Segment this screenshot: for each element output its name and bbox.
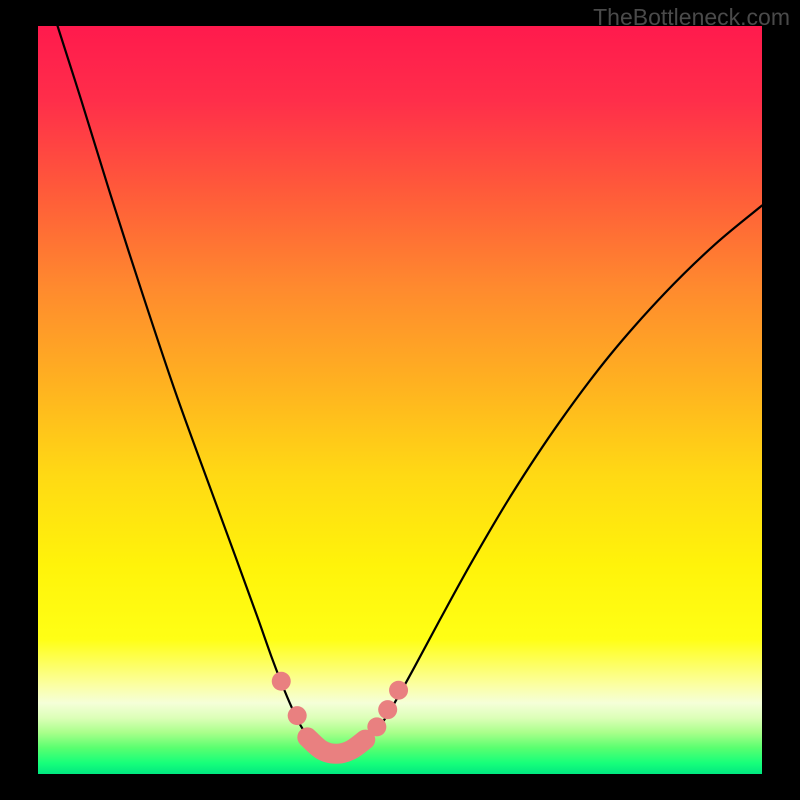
curve-and-markers-layer	[0, 0, 800, 800]
gradient-rect	[38, 26, 762, 774]
curve-marker-dot	[389, 681, 408, 700]
curve-marker-dot	[288, 706, 307, 725]
trough-highlight	[307, 737, 365, 753]
watermark-text: TheBottleneck.com	[593, 4, 790, 31]
plot-gradient-background	[0, 0, 800, 800]
curve-marker-dot	[378, 700, 397, 719]
bottleneck-curve	[58, 26, 762, 755]
chart-stage: TheBottleneck.com	[0, 0, 800, 800]
curve-marker-dot	[367, 717, 386, 736]
curve-marker-dot	[272, 672, 291, 691]
